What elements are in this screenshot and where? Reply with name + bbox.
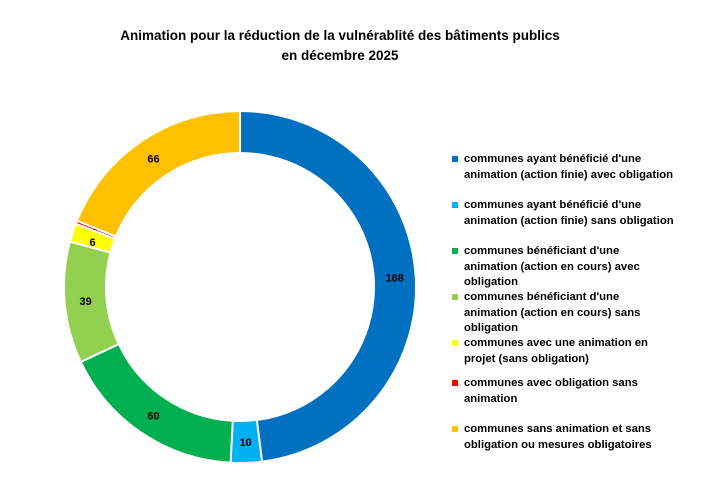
legend-swatch xyxy=(452,294,458,300)
data-label: 168 xyxy=(386,272,404,284)
legend-label: communes bénéficiant d'une animation (ac… xyxy=(464,245,640,288)
data-label: 10 xyxy=(239,437,251,449)
legend-swatch xyxy=(452,248,458,254)
donut-slice xyxy=(75,109,241,238)
legend-item: communes avec obligation sans animation xyxy=(452,376,674,407)
legend-label: communes ayant bénéficié d'une animation… xyxy=(464,199,674,227)
legend-item: communes ayant bénéficié d'une animation… xyxy=(452,198,674,229)
legend-item: communes avec une animation en projet (s… xyxy=(452,336,674,367)
title-line: Animation pour la réduction de la vulnér… xyxy=(120,28,560,43)
donut-slice xyxy=(79,342,234,464)
legend-label: communes avec obligation sans animation xyxy=(464,377,638,405)
legend-item: communes ayant bénéficié d'une animation… xyxy=(452,152,674,183)
legend-label: communes bénéficiant d'une animation (ac… xyxy=(464,291,641,334)
data-label: 60 xyxy=(147,411,159,423)
legend-swatch xyxy=(452,426,458,432)
legend-item: communes bénéficiant d'une animation (ac… xyxy=(452,290,674,337)
legend-swatch xyxy=(452,202,458,208)
legend-label: communes ayant bénéficié d'une animation… xyxy=(464,153,674,181)
donut-slice xyxy=(239,109,417,463)
data-label: 6 xyxy=(90,237,96,249)
legend-item: communes bénéficiant d'une animation (ac… xyxy=(452,244,674,291)
legend-label: communes sans animation et sans obligati… xyxy=(464,423,652,451)
legend-item: communes sans animation et sans obligati… xyxy=(452,422,674,453)
legend-swatch xyxy=(452,340,458,346)
legend-swatch xyxy=(452,380,458,386)
subtitle-line: en décembre 2025 xyxy=(281,48,399,63)
legend-swatch xyxy=(452,156,458,162)
chart-title: Animation pour la réduction de la vulnér… xyxy=(90,26,590,66)
legend-label: communes avec une animation en projet (s… xyxy=(464,337,648,365)
data-label: 39 xyxy=(79,296,91,308)
data-label: 66 xyxy=(147,153,159,165)
